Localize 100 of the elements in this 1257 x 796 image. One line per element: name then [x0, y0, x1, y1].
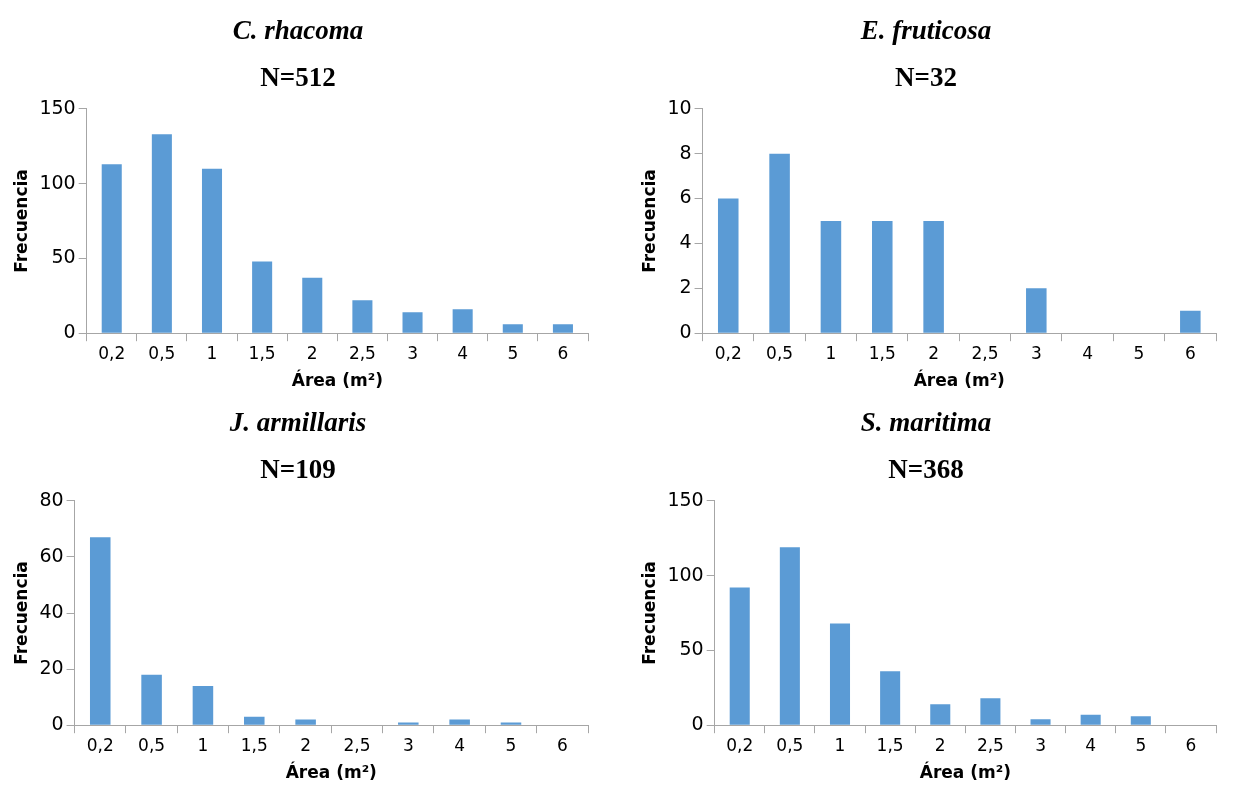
- x-tick-label: 1: [834, 734, 846, 755]
- y-tick-label: 150: [667, 487, 704, 510]
- bar: [500, 722, 522, 725]
- y-tick-label: 100: [667, 562, 704, 585]
- y-axis-title: Frecuencia: [638, 169, 659, 273]
- x-tick-label: 3: [1030, 342, 1042, 363]
- bar: [244, 716, 265, 725]
- x-axis-title: Área (m²): [919, 761, 1011, 783]
- y-tick-label: 150: [39, 95, 76, 118]
- x-tick-label: 0,2: [714, 342, 742, 363]
- bar: [1026, 288, 1047, 333]
- chart-subtitle: N=368: [888, 453, 964, 484]
- bar: [717, 198, 739, 333]
- x-tick-label: 0,2: [86, 734, 114, 755]
- x-tick-label: 4: [1082, 342, 1094, 363]
- y-tick-label: 0: [63, 320, 76, 343]
- x-axis-title: Área (m²): [913, 369, 1005, 391]
- bar: [872, 221, 893, 333]
- x-tick-label: 5: [505, 734, 517, 755]
- x-tick-label: 1: [825, 342, 837, 363]
- bar: [1030, 719, 1051, 725]
- y-axis-title: Frecuencia: [10, 561, 31, 665]
- chart-title: S. maritima: [860, 407, 992, 438]
- y-tick-label: 2: [679, 275, 692, 298]
- bar: [452, 309, 473, 333]
- x-tick-label: 2: [300, 734, 312, 755]
- bar: [923, 221, 944, 333]
- y-tick-label: 50: [51, 245, 76, 268]
- y-tick-label: 8: [679, 140, 692, 163]
- x-tick-label: 1,5: [240, 734, 268, 755]
- chart-subtitle: N=109: [260, 453, 336, 484]
- y-tick-label: 0: [51, 712, 64, 735]
- y-tick-label: 60: [39, 543, 64, 566]
- chart-title: E. fruticosa: [859, 15, 992, 46]
- x-tick-label: 0,2: [726, 734, 754, 755]
- chart-title: J. armillaris: [228, 407, 367, 438]
- x-tick-label: 0,5: [766, 342, 794, 363]
- x-tick-label: 2,5: [976, 734, 1004, 755]
- x-tick-label: 1,5: [876, 734, 904, 755]
- bar: [201, 168, 223, 333]
- chart-subtitle: N=512: [260, 61, 336, 92]
- bar: [880, 671, 901, 725]
- bar: [89, 537, 111, 725]
- chart-subtitle: N=32: [895, 61, 957, 92]
- y-tick-label: 0: [691, 712, 704, 735]
- x-tick-label: 5: [507, 342, 519, 363]
- x-tick-label: 1: [206, 342, 218, 363]
- bar: [829, 623, 851, 725]
- y-tick-label: 0: [679, 320, 692, 343]
- x-tick-label: 4: [454, 734, 466, 755]
- x-tick-label: 2: [934, 734, 946, 755]
- x-tick-label: 1: [197, 734, 209, 755]
- x-tick-label: 3: [402, 734, 414, 755]
- bar: [930, 704, 951, 725]
- bar: [449, 719, 470, 725]
- x-tick-label: 0,5: [776, 734, 804, 755]
- bar: [1180, 310, 1201, 333]
- bar: [352, 300, 373, 333]
- bar: [552, 324, 573, 333]
- bar: [192, 685, 214, 725]
- bar: [980, 698, 1001, 725]
- x-tick-label: 6: [1184, 342, 1196, 363]
- x-axis-title: Área (m²): [291, 369, 383, 391]
- y-tick-label: 10: [667, 95, 692, 118]
- x-tick-label: 2: [306, 342, 318, 363]
- x-tick-label: 0,2: [98, 342, 126, 363]
- y-tick-label: 100: [39, 170, 76, 193]
- x-tick-label: 2,5: [343, 734, 371, 755]
- bar: [141, 674, 162, 725]
- y-tick-label: 6: [679, 185, 692, 208]
- y-tick-label: 4: [679, 230, 692, 253]
- bar: [302, 277, 323, 333]
- x-tick-label: 0,5: [138, 734, 166, 755]
- y-axis-title: Frecuencia: [10, 169, 31, 273]
- bar: [295, 719, 316, 725]
- bar: [101, 164, 122, 333]
- bar: [502, 324, 523, 333]
- x-tick-label: 4: [457, 342, 469, 363]
- x-tick-label: 1,5: [868, 342, 896, 363]
- x-tick-label: 6: [1185, 734, 1197, 755]
- bar: [820, 221, 842, 333]
- bar: [1080, 714, 1101, 725]
- bar: [252, 261, 273, 333]
- x-tick-label: 5: [1133, 342, 1145, 363]
- y-tick-label: 80: [39, 487, 64, 510]
- bar: [769, 153, 790, 333]
- y-axis-title: Frecuencia: [638, 561, 659, 665]
- y-tick-label: 50: [679, 637, 704, 660]
- x-axis-title: Área (m²): [285, 761, 377, 783]
- x-tick-label: 5: [1135, 734, 1147, 755]
- bar: [398, 722, 419, 725]
- x-tick-label: 2,5: [348, 342, 376, 363]
- bar: [729, 587, 750, 725]
- y-tick-label: 40: [39, 599, 64, 622]
- x-tick-label: 3: [407, 342, 418, 363]
- chart-title: C. rhacoma: [232, 15, 364, 46]
- y-tick-label: 20: [39, 656, 64, 679]
- bar: [1130, 716, 1151, 725]
- x-tick-label: 6: [556, 734, 568, 755]
- x-tick-label: 2,5: [971, 342, 999, 363]
